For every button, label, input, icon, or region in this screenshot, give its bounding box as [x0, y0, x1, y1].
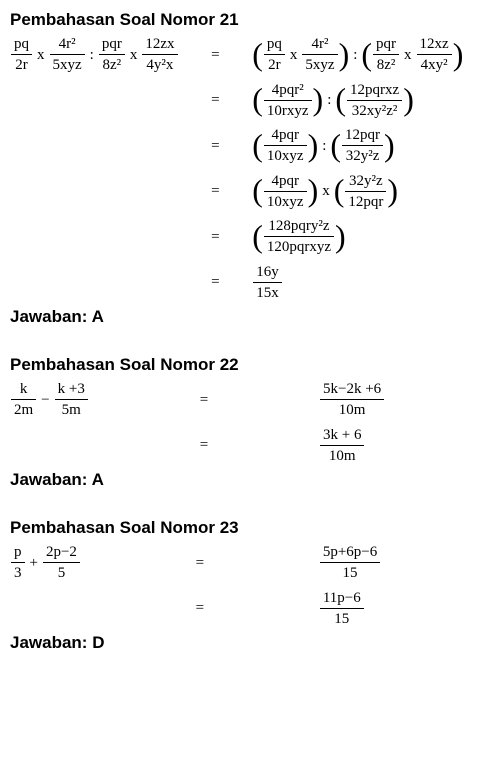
equals-sign: = [194, 435, 319, 455]
problem-23-title: Pembahasan Soal Nomor 23 [10, 518, 490, 538]
frac: 4r² 5xyz [49, 34, 86, 76]
eq21-step-2: ( 4pqr²10rxyz ) : ( 12pqrxz32xy²z² ) [252, 80, 490, 122]
problem-22-equation: k2m − k +35m = 5k−2k +610m = 3k + 610m [10, 379, 490, 466]
equals-sign: = [205, 136, 252, 156]
eq22-step-1: 5k−2k +610m [319, 379, 490, 421]
eq21-step-5: ( 128pqry²z120pqrxyz ) [252, 216, 490, 258]
equals-sign: = [205, 272, 252, 292]
equals-sign: = [205, 181, 252, 201]
problem-23-answer: Jawaban: D [10, 633, 490, 653]
eq22-lhs: k2m − k +35m [10, 379, 194, 421]
problem-22-section: Pembahasan Soal Nomor 22 k2m − k +35m = … [10, 355, 490, 490]
equals-sign: = [194, 390, 319, 410]
eq21-step-1: ( pq2r x 4r²5xyz ) : ( pqr8z² x 12xz4xy²… [252, 34, 490, 76]
problem-21-answer: Jawaban: A [10, 307, 490, 327]
eq22-step-2: 3k + 610m [319, 425, 490, 467]
equals-sign: = [205, 45, 252, 65]
frac: pqr 8z² [98, 34, 126, 76]
problem-22-title: Pembahasan Soal Nomor 22 [10, 355, 490, 375]
problem-21-section: Pembahasan Soal Nomor 21 pq 2r x 4r² 5xy… [10, 10, 490, 327]
problem-23-equation: p3 + 2p−25 = 5p+6p−615 = 11p−615 [10, 542, 490, 629]
eq23-lhs: p3 + 2p−25 [10, 542, 190, 584]
eq21-step-4: ( 4pqr10xyz ) x ( 32y²z12pqr ) [252, 171, 490, 213]
equals-sign: = [190, 553, 319, 573]
equals-sign: = [205, 90, 252, 110]
eq21-step-6: 16y15x [252, 262, 490, 304]
problem-21-title: Pembahasan Soal Nomor 21 [10, 10, 490, 30]
problem-22-answer: Jawaban: A [10, 470, 490, 490]
eq21-lhs: pq 2r x 4r² 5xyz : pqr 8z² x 12zx 4y²x [10, 34, 205, 76]
problem-21-equation: pq 2r x 4r² 5xyz : pqr 8z² x 12zx 4y²x [10, 34, 490, 303]
eq23-step-2: 11p−615 [319, 588, 490, 630]
equals-sign: = [190, 598, 319, 618]
frac: pq 2r [10, 34, 33, 76]
frac: 12zx 4y²x [141, 34, 178, 76]
problem-23-section: Pembahasan Soal Nomor 23 p3 + 2p−25 = 5p… [10, 518, 490, 653]
eq21-step-3: ( 4pqr10xyz ) : ( 12pqr32y²z ) [252, 125, 490, 167]
eq23-step-1: 5p+6p−615 [319, 542, 490, 584]
equals-sign: = [205, 227, 252, 247]
